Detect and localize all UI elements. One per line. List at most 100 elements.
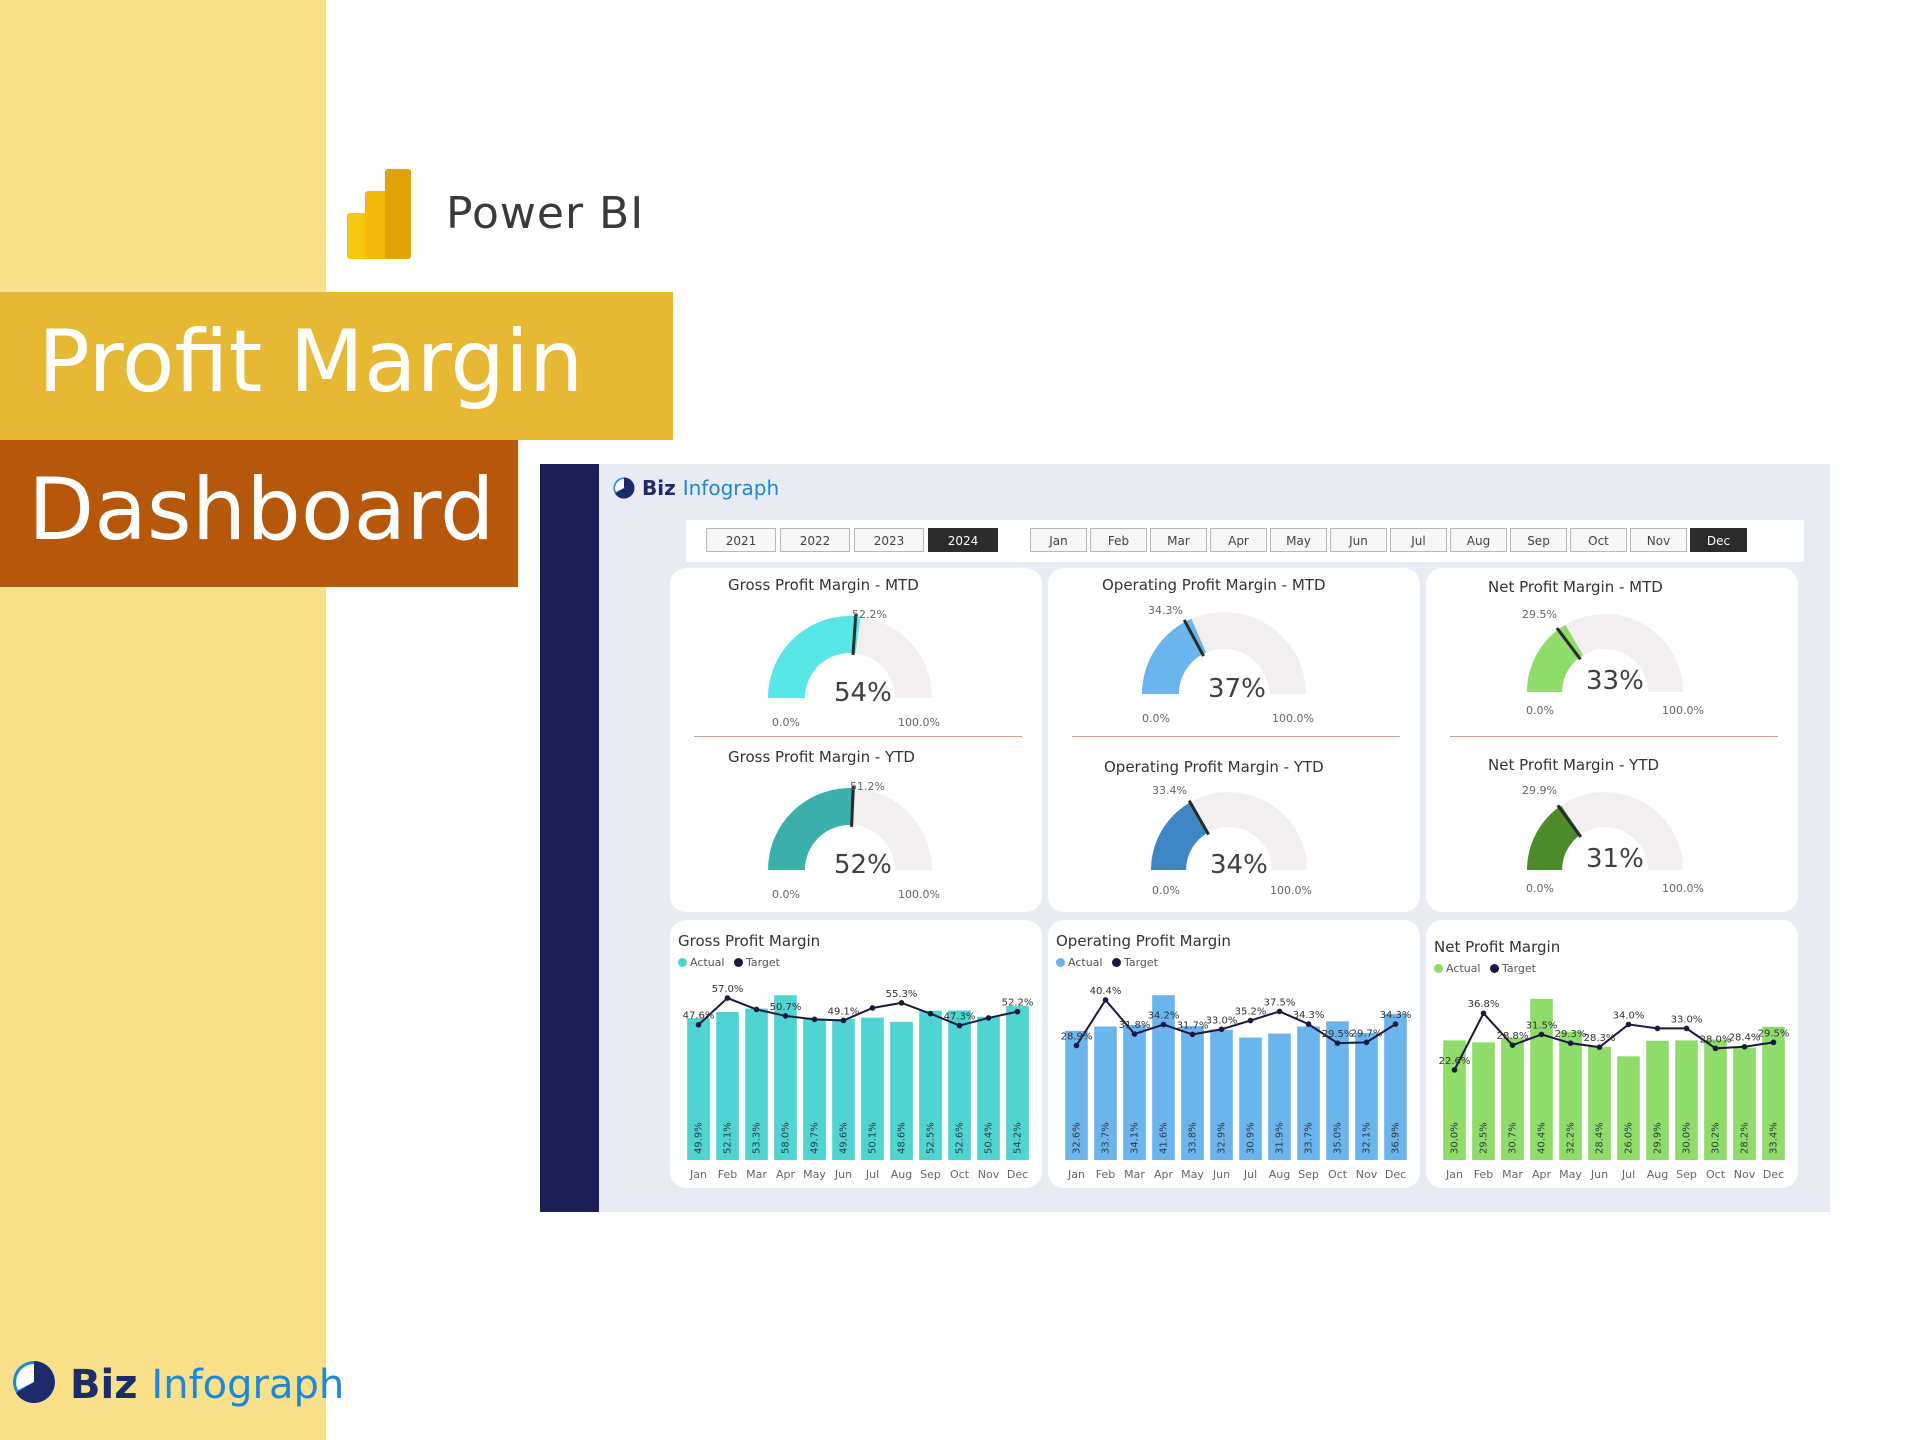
month-button-aug[interactable]: Aug (1450, 528, 1507, 552)
bar-value-label: 54.2% (1013, 1122, 1024, 1154)
side-strip (0, 0, 326, 1440)
target-point (840, 1017, 847, 1024)
target-point (1102, 997, 1109, 1003)
target-value-label: 29.3% (1555, 1029, 1587, 1040)
bar-value-label: 36.9% (1391, 1122, 1402, 1154)
operating-chart-plot: 32.6% Jan 33.7% Feb 34.1% Mar 41.6% Apr 33.8% May… (1061, 986, 1412, 1181)
target-value-label: 33.0% (1671, 1014, 1703, 1025)
target-point (782, 1013, 789, 1019)
year-button-2021[interactable]: 2021 (706, 528, 776, 552)
bar-value-label: 28.2% (1740, 1122, 1751, 1154)
category-label: Jan (1445, 1168, 1463, 1181)
target-point (956, 1022, 963, 1029)
target-value-label: 34.3% (1380, 1010, 1412, 1021)
actual-bar (1152, 995, 1175, 1160)
target-point (1509, 1042, 1516, 1048)
category-label: Dec (1385, 1168, 1406, 1181)
operating-mtd-min: 0.0% (1142, 712, 1170, 725)
bar-value-label: 33.4% (1769, 1122, 1780, 1154)
bar-value-label: 32.1% (1362, 1122, 1373, 1154)
net-mtd-min: 0.0% (1526, 704, 1554, 717)
target-point (1189, 1031, 1196, 1038)
bar-value-label: 53.3% (752, 1122, 763, 1154)
bar-value-label: 49.6% (839, 1122, 850, 1154)
actual-bar (1646, 1040, 1669, 1160)
bar-value-label: 41.6% (1159, 1122, 1170, 1154)
actual-bar (1472, 1042, 1495, 1160)
gross-mtd-title: Gross Profit Margin - MTD (728, 576, 919, 594)
title-band-primary: Profit Margin (0, 292, 673, 440)
category-label: Apr (1532, 1168, 1552, 1181)
target-point (1305, 1021, 1312, 1027)
operating-chart-legend: Actual Target (1056, 956, 1164, 969)
actual-bar (803, 1018, 826, 1160)
bar-value-label: 30.7% (1508, 1122, 1519, 1154)
gauge-target-marker (1556, 804, 1583, 838)
category-label: Jul (865, 1168, 879, 1181)
brand-name-part2: Infograph (151, 1362, 345, 1408)
gross-gauge-card: Gross Profit Margin - MTD 52.2% 54% 0.0%… (670, 568, 1042, 912)
target-value-label: 52.2% (1002, 998, 1034, 1009)
legend-actual-swatch (1434, 964, 1443, 973)
month-button-nov[interactable]: Nov (1630, 528, 1687, 552)
category-label: Mar (1502, 1168, 1523, 1181)
actual-bar (1384, 1013, 1407, 1160)
target-value-label: 49.1% (828, 1006, 860, 1017)
year-button-2023[interactable]: 2023 (854, 528, 924, 552)
actual-bar (1065, 1030, 1088, 1160)
legend-actual-label: Actual (1068, 956, 1103, 969)
month-button-jul[interactable]: Jul (1390, 528, 1447, 552)
gauge-fill (1527, 805, 1581, 870)
net-gauge-card: Net Profit Margin - MTD 29.5% 33% 0.0% 1… (1426, 568, 1798, 912)
actual-bar (1762, 1026, 1785, 1160)
month-button-jan[interactable]: Jan (1030, 528, 1087, 552)
actual-bar (1297, 1026, 1320, 1160)
actual-bar (1704, 1039, 1727, 1160)
year-button-2024[interactable]: 2024 (928, 528, 998, 552)
month-button-apr[interactable]: Apr (1210, 528, 1267, 552)
product-name: Power BI (446, 188, 645, 239)
net-chart-plot: 30.0% Jan 29.5% Feb 30.7% Mar 40.4% Apr 32.2% May… (1439, 998, 1789, 1181)
operating-ytd-title: Operating Profit Margin - YTD (1104, 758, 1324, 776)
bar-value-label: 26.0% (1624, 1122, 1635, 1154)
category-label: Jan (1067, 1168, 1085, 1181)
actual-bar (687, 1018, 710, 1160)
category-label: Mar (746, 1168, 767, 1181)
category-label: Feb (718, 1168, 737, 1181)
bar-value-label: 31.9% (1275, 1122, 1286, 1154)
actual-bar (832, 1019, 855, 1160)
bar-value-label: 48.6% (897, 1122, 908, 1154)
nav-rail (540, 464, 599, 1212)
target-point (1131, 1031, 1138, 1037)
operating-ytd-gauge (1151, 792, 1307, 870)
operating-ytd-max: 100.0% (1270, 884, 1312, 897)
bar-value-label: 52.6% (955, 1122, 966, 1154)
target-point (1334, 1040, 1341, 1046)
actual-bar (1326, 1021, 1349, 1160)
month-button-mar[interactable]: Mar (1150, 528, 1207, 552)
gross-mtd-max: 100.0% (898, 716, 940, 729)
month-button-dec[interactable]: Dec (1690, 528, 1747, 552)
category-label: Dec (1763, 1168, 1784, 1181)
year-button-2022[interactable]: 2022 (780, 528, 850, 552)
month-button-jun[interactable]: Jun (1330, 528, 1387, 552)
gross-ytd-max: 100.0% (898, 888, 940, 901)
target-point (927, 1010, 934, 1017)
target-line (1075, 998, 1397, 1047)
month-button-may[interactable]: May (1270, 528, 1327, 552)
month-button-feb[interactable]: Feb (1090, 528, 1147, 552)
category-label: Jul (1621, 1168, 1635, 1181)
month-button-sep[interactable]: Sep (1510, 528, 1567, 552)
operating-mtd-max: 100.0% (1272, 712, 1314, 725)
net-ytd-target-label: 29.9% (1522, 784, 1557, 797)
bar-value-label: 52.1% (723, 1122, 734, 1154)
bar-value-label: 49.9% (694, 1122, 705, 1154)
bar-value-label: 32.6% (1072, 1122, 1083, 1154)
target-point (724, 995, 731, 1001)
category-label: Jan (689, 1168, 707, 1181)
slicer-bar: 2021 2022 2023 2024 Jan Feb Mar Apr May … (686, 520, 1804, 562)
actual-bar (890, 1021, 913, 1160)
target-point (1654, 1025, 1661, 1032)
category-label: Oct (1706, 1168, 1726, 1181)
month-button-oct[interactable]: Oct (1570, 528, 1627, 552)
